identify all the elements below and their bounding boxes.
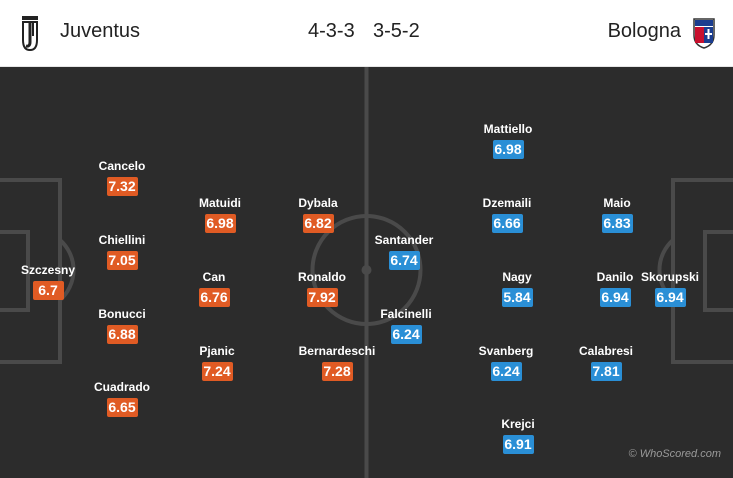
player-krejci[interactable]: Krejci 6.91 — [468, 417, 568, 454]
player-name: Dybala — [298, 196, 338, 210]
player-rating-badge: 6.83 — [601, 214, 633, 233]
player-name: Skorupski — [640, 270, 700, 284]
player-matuidi[interactable]: Matuidi 6.98 — [170, 196, 270, 233]
player-name: Pjanic — [199, 344, 235, 358]
player-mattiello[interactable]: Mattiello 6.98 — [458, 122, 558, 159]
player-calabresi[interactable]: Calabresi 7.81 — [556, 344, 656, 381]
player-name: Santander — [374, 233, 434, 247]
player-rating-badge: 6.7 — [32, 281, 64, 300]
player-rating-badge: 7.24 — [201, 362, 233, 381]
player-rating-badge: 5.84 — [501, 288, 533, 307]
player-name: Szczesny — [20, 263, 76, 277]
player-name: Nagy — [502, 270, 532, 284]
player-rating-badge: 6.88 — [106, 325, 138, 344]
player-pjanic[interactable]: Pjanic 7.24 — [167, 344, 267, 381]
player-skorupski[interactable]: Skorupski 6.94 — [620, 270, 720, 307]
player-rating-badge: 6.66 — [491, 214, 523, 233]
player-rating-badge: 6.74 — [388, 251, 420, 270]
match-header: Juventus 4-3-3 3-5-2 Bologna — [0, 0, 733, 67]
player-santander[interactable]: Santander 6.74 — [354, 233, 454, 270]
player-maio[interactable]: Maio 6.83 — [567, 196, 667, 233]
player-rating-badge: 6.98 — [204, 214, 236, 233]
player-name: Bernardeschi — [298, 344, 376, 358]
player-name: Bonucci — [98, 307, 146, 321]
player-rating-badge: 6.94 — [654, 288, 686, 307]
player-rating-badge: 7.05 — [106, 251, 138, 270]
player-bonucci[interactable]: Bonucci 6.88 — [72, 307, 172, 344]
player-name: Maio — [603, 196, 631, 210]
juventus-crest-icon — [20, 16, 40, 52]
player-ronaldo[interactable]: Ronaldo 7.92 — [272, 270, 372, 307]
player-name: Ronaldo — [298, 270, 346, 284]
away-team-name[interactable]: Bologna — [607, 20, 681, 42]
player-name: Dzemaili — [482, 196, 532, 210]
player-rating-badge: 6.82 — [302, 214, 334, 233]
player-chiellini[interactable]: Chiellini 7.05 — [72, 233, 172, 270]
player-can[interactable]: Can 6.76 — [164, 270, 264, 307]
player-rating-badge: 6.24 — [490, 362, 522, 381]
player-rating-badge: 7.92 — [306, 288, 338, 307]
player-name: Cuadrado — [93, 380, 150, 394]
player-bernardeschi[interactable]: Bernardeschi 7.28 — [287, 344, 387, 381]
away-formation: 3-5-2 — [373, 20, 420, 42]
player-rating-badge: 6.98 — [492, 140, 524, 159]
player-rating-badge: 6.94 — [599, 288, 631, 307]
player-rating-badge: 7.81 — [590, 362, 622, 381]
player-rating-badge: 7.28 — [321, 362, 353, 381]
player-name: Krejci — [501, 417, 535, 431]
player-rating-badge: 6.76 — [198, 288, 230, 307]
player-name: Calabresi — [578, 344, 634, 358]
player-dzemaili[interactable]: Dzemaili 6.66 — [457, 196, 557, 233]
player-name: Chiellini — [98, 233, 146, 247]
player-name: Mattiello — [483, 122, 533, 136]
pitch-markings — [0, 67, 733, 478]
player-nagy[interactable]: Nagy 5.84 — [467, 270, 567, 307]
pitch: Szczesny 6.7 Cancelo 7.32 Chiellini 7.05 Bonuc… — [0, 67, 733, 478]
home-formation: 4-3-3 — [308, 20, 355, 42]
bologna-crest-icon — [692, 17, 716, 49]
player-name: Danilo — [596, 270, 634, 284]
player-rating-badge: 6.91 — [502, 435, 534, 454]
player-name: Can — [202, 270, 226, 284]
player-dybala[interactable]: Dybala 6.82 — [268, 196, 368, 233]
player-danilo[interactable]: Danilo 6.94 — [565, 270, 665, 307]
player-svanberg[interactable]: Svanberg 6.24 — [456, 344, 556, 381]
player-rating-badge: 6.24 — [390, 325, 422, 344]
player-falcinelli[interactable]: Falcinelli 6.24 — [356, 307, 456, 344]
player-cancelo[interactable]: Cancelo 7.32 — [72, 159, 172, 196]
player-name: Svanberg — [478, 344, 534, 358]
player-name: Cancelo — [98, 159, 146, 173]
home-team-name[interactable]: Juventus — [60, 20, 141, 42]
player-cuadrado[interactable]: Cuadrado 6.65 — [72, 380, 172, 417]
watermark: © WhoScored.com — [628, 448, 721, 460]
player-name: Matuidi — [199, 196, 241, 210]
player-name: Falcinelli — [380, 307, 432, 321]
player-rating-badge: 7.32 — [106, 177, 138, 196]
player-rating-badge: 6.65 — [106, 398, 138, 417]
player-szczesny[interactable]: Szczesny 6.7 — [0, 263, 98, 300]
